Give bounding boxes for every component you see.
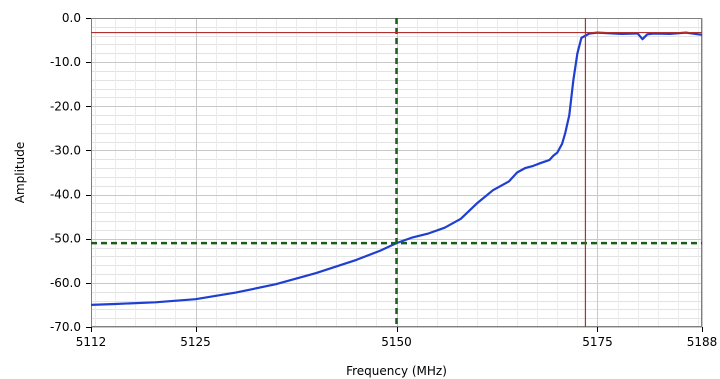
series-layer	[90, 31, 703, 306]
x-tick-labels: 5112 5125 5150 5175 5188	[76, 335, 718, 349]
x-tick-label: 5112	[76, 335, 107, 349]
axis-ticks	[86, 18, 703, 332]
y-tick-label: -30.0	[50, 143, 81, 157]
x-tick-label: 5125	[180, 335, 211, 349]
y-tick-label: -70.0	[50, 320, 81, 334]
x-axis-title: Frequency (MHz)	[346, 364, 447, 378]
cursor-layer[interactable]	[91, 18, 702, 327]
x-tick-label: 5188	[687, 335, 718, 349]
y-tick-label: -50.0	[50, 232, 81, 246]
x-tick-label: 5175	[582, 335, 613, 349]
y-tick-label: -10.0	[50, 55, 81, 69]
y-tick-labels: 0.0 -10.0 -20.0 -30.0 -40.0 -50.0 -60.0 -70.0	[50, 11, 81, 334]
series-line-0	[90, 31, 703, 306]
y-tick-label: -40.0	[50, 188, 81, 202]
y-tick-label: 0.0	[62, 11, 81, 25]
y-tick-label: -60.0	[50, 276, 81, 290]
y-tick-label: -20.0	[50, 99, 81, 113]
x-tick-label: 5150	[381, 335, 412, 349]
y-axis-title: Amplitude	[13, 142, 27, 204]
